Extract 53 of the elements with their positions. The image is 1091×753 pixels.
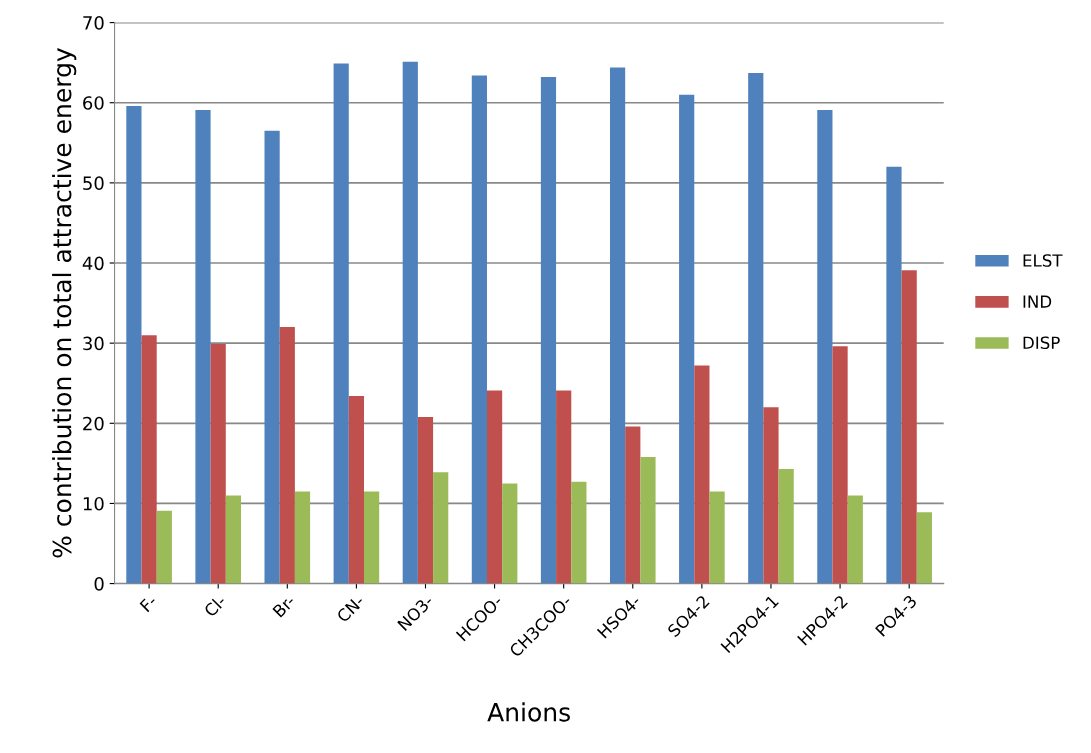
bar bbox=[210, 343, 226, 584]
bar bbox=[433, 472, 449, 584]
bar bbox=[763, 407, 779, 584]
bar bbox=[348, 396, 364, 584]
bar bbox=[778, 468, 794, 584]
y-axis-title: % contribution on total attractive energy bbox=[52, 48, 77, 558]
bar bbox=[156, 510, 172, 584]
y-tick-label: 20 bbox=[83, 416, 104, 431]
bar bbox=[471, 75, 487, 584]
bar bbox=[847, 495, 863, 584]
bar bbox=[901, 270, 917, 584]
bar bbox=[294, 491, 311, 584]
bar bbox=[625, 426, 641, 584]
bar bbox=[916, 512, 932, 584]
x-tick-label: Br- bbox=[272, 594, 296, 618]
bar bbox=[748, 73, 764, 584]
bar bbox=[571, 481, 587, 584]
bar bbox=[679, 94, 695, 584]
bar bbox=[486, 390, 503, 584]
bar bbox=[264, 130, 280, 584]
y-tick-label: 50 bbox=[83, 176, 104, 190]
bar bbox=[886, 166, 902, 584]
bar bbox=[709, 491, 725, 584]
y-tick-label: 60 bbox=[83, 96, 104, 110]
legend-label: IND bbox=[1023, 295, 1052, 308]
x-tick-label: Cl- bbox=[203, 593, 227, 618]
bar bbox=[195, 109, 211, 584]
bar bbox=[609, 67, 626, 584]
bar bbox=[417, 416, 434, 584]
x-axis-title: Anions bbox=[487, 702, 570, 722]
bar bbox=[817, 109, 833, 584]
bar bbox=[225, 495, 241, 584]
y-tick-label: 10 bbox=[83, 496, 104, 511]
y-tick-label: 0 bbox=[94, 577, 104, 591]
legend-label: DISP bbox=[1023, 336, 1060, 350]
bar bbox=[502, 483, 518, 584]
y-tick-label: 40 bbox=[82, 256, 104, 271]
legend-label: ELST bbox=[1023, 254, 1063, 267]
bar bbox=[640, 456, 656, 584]
bar bbox=[540, 77, 557, 584]
bar bbox=[402, 61, 418, 584]
bar bbox=[126, 105, 142, 584]
bar bbox=[141, 335, 157, 584]
bar bbox=[694, 365, 710, 584]
bar bbox=[279, 327, 295, 584]
bar bbox=[556, 390, 572, 584]
bar bbox=[363, 491, 380, 584]
y-tick-label: 30 bbox=[83, 336, 104, 351]
x-tick-label: CN- bbox=[335, 594, 365, 624]
x-tick-label: F- bbox=[139, 594, 158, 613]
y-tick-label: 70 bbox=[83, 16, 104, 30]
bar bbox=[333, 63, 349, 584]
bar bbox=[832, 346, 848, 584]
